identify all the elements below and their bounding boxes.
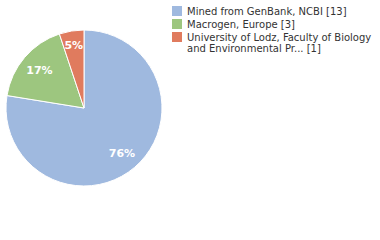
chart: 76% 17% 5% Mined from GenBank, NCBI [13] Mac… xyxy=(0,0,380,240)
legend: Mined from GenBank, NCBI [13] Macrogen, E… xyxy=(172,6,371,54)
data-label: 17% xyxy=(26,64,52,77)
legend-swatch xyxy=(172,6,182,16)
data-label: 76% xyxy=(109,147,135,160)
legend-swatch xyxy=(172,19,182,29)
legend-label: University of Lodz, Faculty of Biologyan… xyxy=(187,32,371,54)
data-label: 5% xyxy=(64,39,83,52)
legend-label: Macrogen, Europe [3] xyxy=(187,19,295,30)
legend-swatch xyxy=(172,32,182,42)
slice xyxy=(6,30,162,186)
pie xyxy=(6,30,162,186)
legend-label: Mined from GenBank, NCBI [13] xyxy=(187,6,347,17)
slice xyxy=(59,30,84,108)
